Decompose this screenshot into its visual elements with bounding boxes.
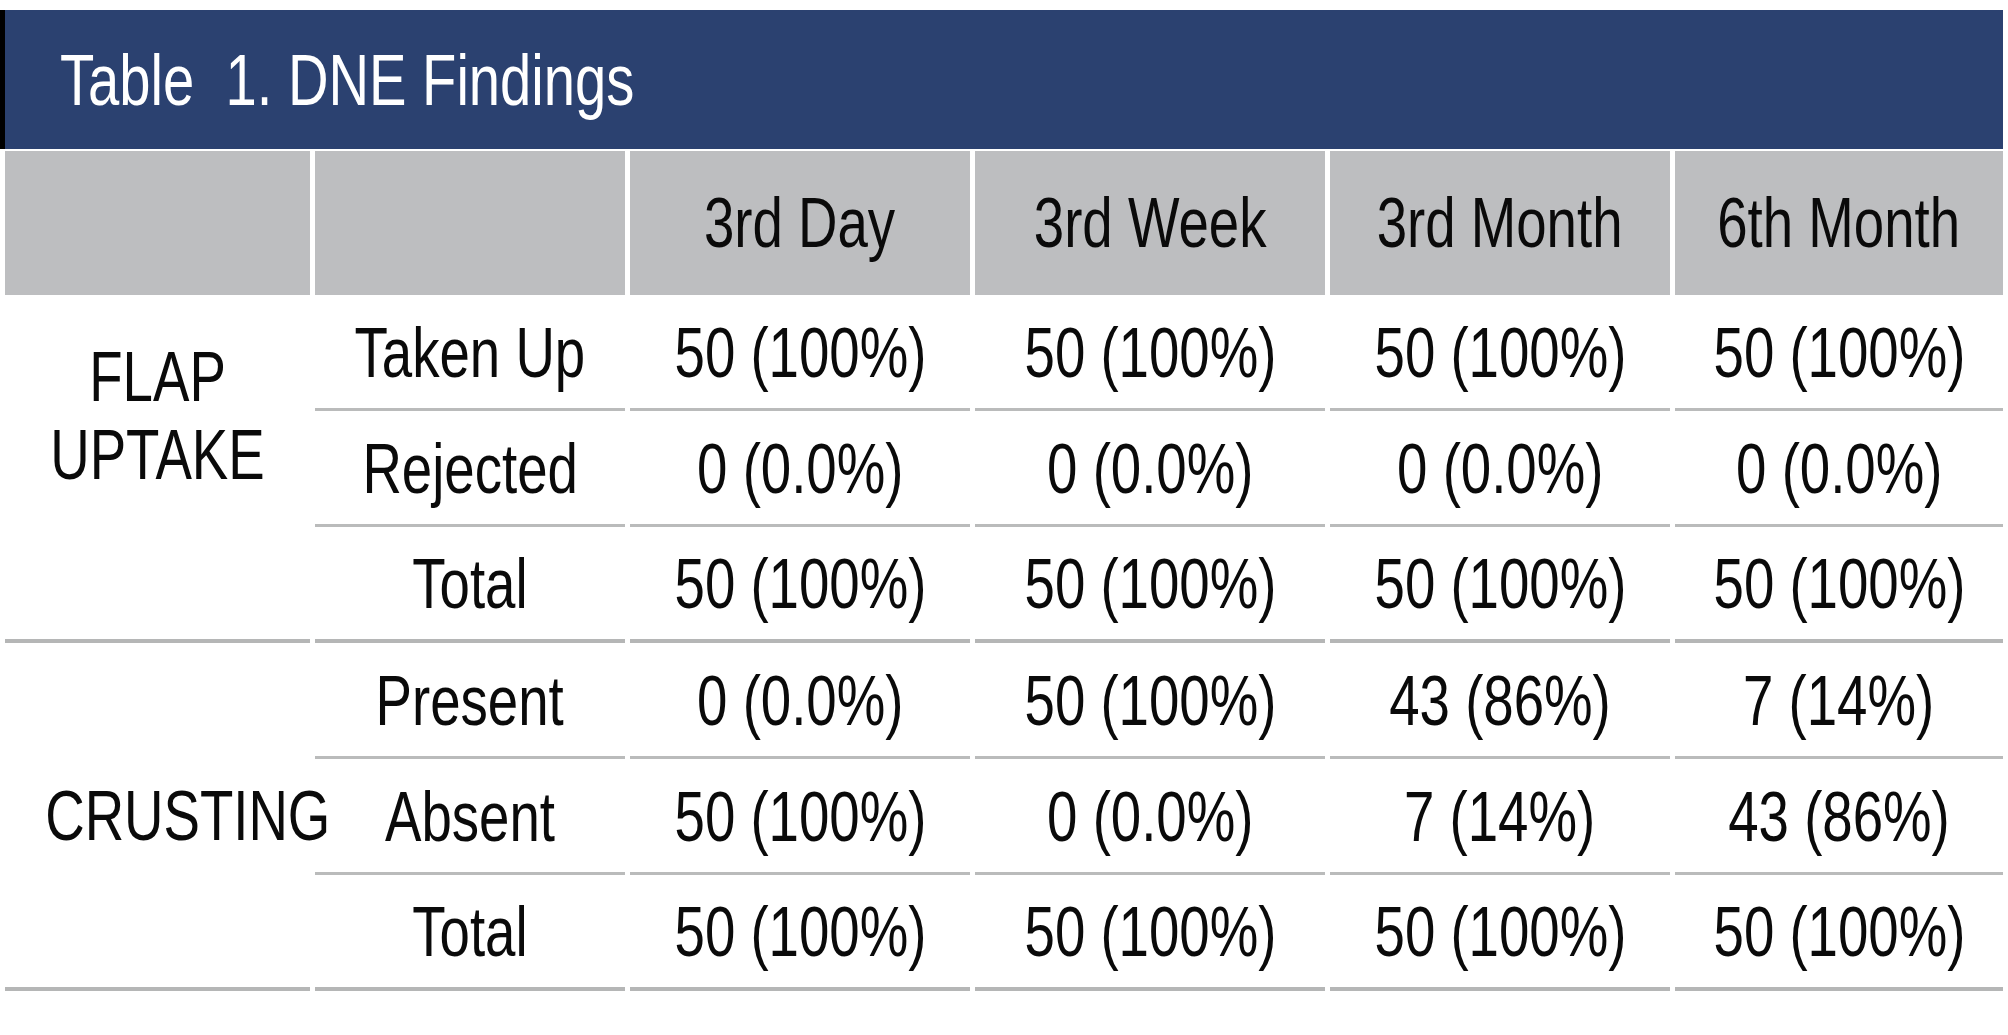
value-cell: 50 (100%) [975, 529, 1325, 643]
group-label-flap-uptake: FLAP UPTAKE [5, 297, 310, 643]
value-cell: 50 (100%) [630, 877, 970, 991]
value-cell: 7 (14%) [1675, 645, 2003, 759]
column-header-3rd-month: 3rd Month [1330, 151, 1670, 295]
row-label-total: Total [315, 529, 625, 643]
value-cell: 50 (100%) [630, 297, 970, 411]
row-label-taken-up: Taken Up [315, 297, 625, 411]
group-label-line: FLAP [89, 338, 226, 416]
table-title-row: Table 1. DNE Findings [5, 10, 2003, 149]
group-label-crusting: CRUSTING [5, 645, 310, 991]
table-figure: Table 1. DNE Findings 3rd Day 3rd Week 3… [0, 0, 2008, 1035]
value-cell: 50 (100%) [1675, 297, 2003, 411]
dne-findings-table: Table 1. DNE Findings 3rd Day 3rd Week 3… [0, 8, 2008, 993]
row-label-present: Present [315, 645, 625, 759]
value-cell: 50 (100%) [1330, 529, 1670, 643]
value-cell: 50 (100%) [630, 761, 970, 875]
value-cell: 43 (86%) [1675, 761, 2003, 875]
value-cell: 0 (0.0%) [630, 645, 970, 759]
row-label-total: Total [315, 877, 625, 991]
row-label-rejected: Rejected [315, 413, 625, 527]
column-header-3rd-week: 3rd Week [975, 151, 1325, 295]
table-row: FLAP UPTAKE Taken Up 50 (100%) 50 (100%)… [5, 297, 2003, 411]
value-cell: 43 (86%) [1330, 645, 1670, 759]
table-row: CRUSTING Present 0 (0.0%) 50 (100%) 43 (… [5, 645, 2003, 759]
value-cell: 7 (14%) [1330, 761, 1670, 875]
value-cell: 50 (100%) [630, 529, 970, 643]
value-cell: 50 (100%) [975, 297, 1325, 411]
value-cell: 50 (100%) [1330, 297, 1670, 411]
value-cell: 0 (0.0%) [975, 413, 1325, 527]
column-header-3rd-day: 3rd Day [630, 151, 970, 295]
value-cell: 0 (0.0%) [630, 413, 970, 527]
header-spacer-group [5, 151, 310, 295]
column-header-row: 3rd Day 3rd Week 3rd Month 6th Month [5, 151, 2003, 295]
value-cell: 0 (0.0%) [975, 761, 1325, 875]
value-cell: 50 (100%) [1330, 877, 1670, 991]
table-title-bar: Table 1. DNE Findings [5, 10, 2003, 149]
value-cell: 50 (100%) [975, 877, 1325, 991]
value-cell: 50 (100%) [1675, 529, 2003, 643]
value-cell: 0 (0.0%) [1675, 413, 2003, 527]
header-spacer-label [315, 151, 625, 295]
column-header-6th-month: 6th Month [1675, 151, 2003, 295]
value-cell: 50 (100%) [1675, 877, 2003, 991]
group-label-line: UPTAKE [50, 416, 264, 494]
group-label-line: CRUSTING [45, 777, 330, 855]
value-cell: 0 (0.0%) [1330, 413, 1670, 527]
table-title: Table 1. DNE Findings [60, 39, 634, 121]
row-label-absent: Absent [315, 761, 625, 875]
value-cell: 50 (100%) [975, 645, 1325, 759]
